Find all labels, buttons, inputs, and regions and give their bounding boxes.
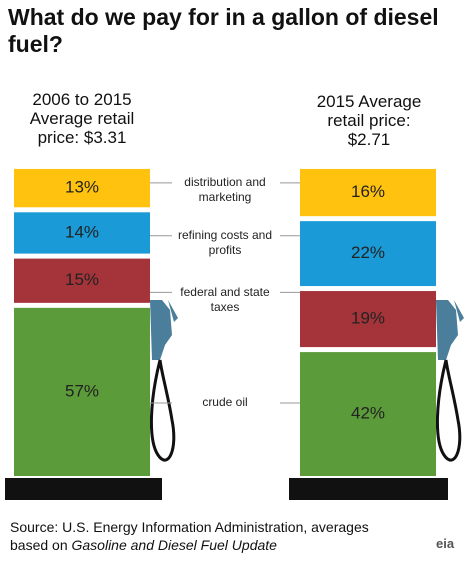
title: What do we pay for in a gallon of diesel… <box>8 4 439 57</box>
segment <box>14 258 150 303</box>
value-label: 22% <box>351 243 385 262</box>
pump-base <box>289 478 448 500</box>
source: Source: U.S. Energy Information Administ… <box>10 518 410 554</box>
pump-base <box>5 478 162 500</box>
segment <box>300 221 436 287</box>
source-italic: Gasoline and Diesel Fuel Update <box>71 537 277 553</box>
value-label: 15% <box>65 270 99 289</box>
segment <box>300 168 436 217</box>
segment <box>14 168 150 208</box>
value-label: 42% <box>351 404 385 423</box>
segment-label: crude oil <box>202 395 248 410</box>
segment-label: refining costs and profits <box>177 228 273 258</box>
value-label: 19% <box>351 309 385 328</box>
value-label: 13% <box>65 178 99 197</box>
segment <box>14 212 150 254</box>
segment <box>300 352 436 476</box>
source-text: Source: U.S. Energy Information Administ… <box>10 519 369 553</box>
segment-label: distribution and marketing <box>184 175 266 205</box>
segment <box>300 291 436 348</box>
segment-label: federal and state taxes <box>180 284 270 314</box>
segment <box>14 307 150 476</box>
value-label: 57% <box>65 381 99 400</box>
logo: eia <box>436 536 455 551</box>
column-header: 2015 Average retail price: $2.71 <box>316 92 422 149</box>
column-header: 2006 to 2015 Average retail price: $3.31 <box>29 90 135 147</box>
nozzle <box>150 300 464 462</box>
value-label: 14% <box>65 222 99 241</box>
value-label: 16% <box>351 182 385 201</box>
